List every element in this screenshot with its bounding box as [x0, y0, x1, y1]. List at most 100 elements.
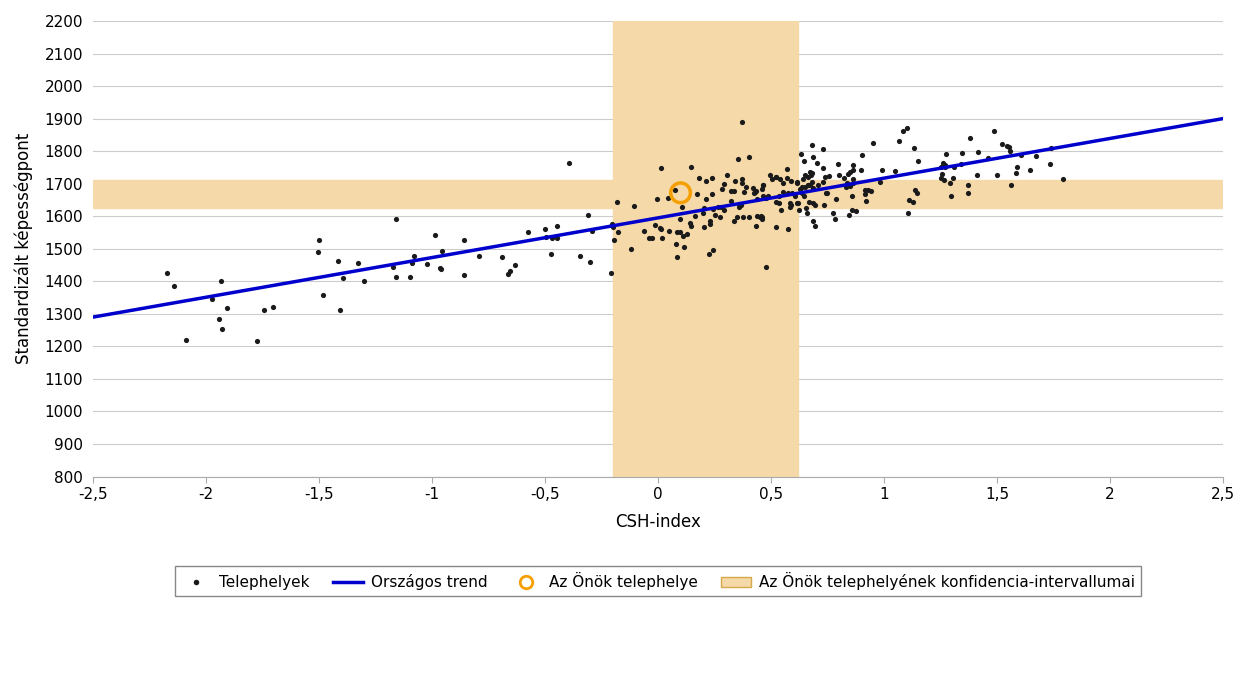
Point: [802, 152, 822, 163]
Point: [795, 181, 815, 192]
Point: [309, 234, 329, 245]
Point: [815, 171, 835, 182]
Point: [548, 221, 568, 232]
Point: [742, 183, 762, 194]
Point: [825, 214, 845, 225]
Point: [960, 133, 980, 144]
Point: [355, 275, 375, 286]
Point: [1026, 150, 1046, 161]
Point: [608, 196, 628, 207]
Point: [889, 135, 909, 146]
Point: [750, 212, 770, 223]
Point: [781, 176, 801, 187]
Point: [902, 196, 922, 207]
Point: [714, 204, 734, 215]
Point: [685, 211, 705, 222]
Point: [986, 169, 1006, 180]
Point: [778, 172, 798, 183]
Point: [892, 125, 912, 136]
Point: [560, 158, 580, 169]
Point: [899, 194, 919, 205]
Point: [746, 194, 766, 205]
Bar: [92, 181, 1222, 208]
Point: [898, 208, 918, 219]
Point: [248, 335, 268, 346]
Point: [694, 203, 714, 214]
Point: [978, 153, 998, 164]
Point: [731, 199, 751, 210]
Point: [659, 225, 679, 236]
Point: [856, 195, 876, 206]
Point: [469, 250, 489, 261]
Point: [908, 156, 928, 167]
Point: [732, 212, 752, 223]
Point: [716, 170, 736, 181]
Point: [800, 179, 820, 190]
Point: [771, 205, 791, 216]
Point: [349, 258, 369, 269]
Point: [454, 235, 474, 246]
Point: [540, 249, 560, 260]
Point: [430, 262, 450, 273]
Point: [951, 158, 971, 169]
Point: [1006, 161, 1026, 172]
Point: [812, 144, 832, 155]
Point: [839, 168, 859, 179]
Point: [650, 222, 670, 233]
Point: [707, 201, 727, 212]
Point: [870, 176, 890, 187]
Point: [432, 246, 452, 257]
Point: [519, 227, 539, 238]
Bar: [612, 21, 798, 477]
Point: [766, 196, 786, 207]
Point: [840, 181, 860, 192]
Point: [788, 177, 808, 188]
Point: [931, 161, 951, 172]
Point: [158, 267, 177, 278]
Point: [694, 207, 714, 218]
Point: [1041, 142, 1061, 153]
Point: [745, 187, 765, 198]
Point: [672, 201, 692, 212]
Point: [601, 218, 621, 229]
Point: [769, 191, 789, 202]
Point: [670, 226, 690, 237]
Point: [958, 179, 978, 190]
Point: [621, 244, 641, 255]
Point: [696, 194, 716, 205]
Point: [812, 177, 832, 188]
Point: [791, 148, 811, 159]
Point: [732, 174, 752, 185]
Point: [699, 249, 719, 260]
Point: [404, 250, 424, 261]
Point: [842, 178, 862, 189]
Point: [570, 251, 590, 262]
Point: [805, 221, 825, 232]
Point: [756, 193, 776, 204]
Point: [386, 214, 406, 225]
Point: [861, 185, 881, 196]
Point: [934, 174, 954, 185]
Point: [791, 182, 811, 193]
Point: [808, 157, 828, 168]
Point: [634, 225, 654, 236]
Point: [778, 164, 798, 174]
Point: [689, 173, 709, 184]
Point: [789, 204, 809, 215]
Point: [795, 170, 815, 181]
Point: [642, 232, 662, 243]
Point: [804, 182, 824, 193]
Point: [601, 268, 621, 279]
Point: [309, 247, 329, 258]
Point: [1052, 174, 1072, 185]
Point: [941, 190, 961, 201]
Point: [712, 183, 732, 194]
Point: [732, 116, 752, 127]
Point: [700, 216, 720, 227]
Point: [726, 212, 746, 223]
Point: [788, 198, 808, 209]
Point: [734, 187, 754, 198]
Point: [752, 214, 772, 225]
Point: [721, 185, 741, 196]
Point: [798, 179, 818, 190]
